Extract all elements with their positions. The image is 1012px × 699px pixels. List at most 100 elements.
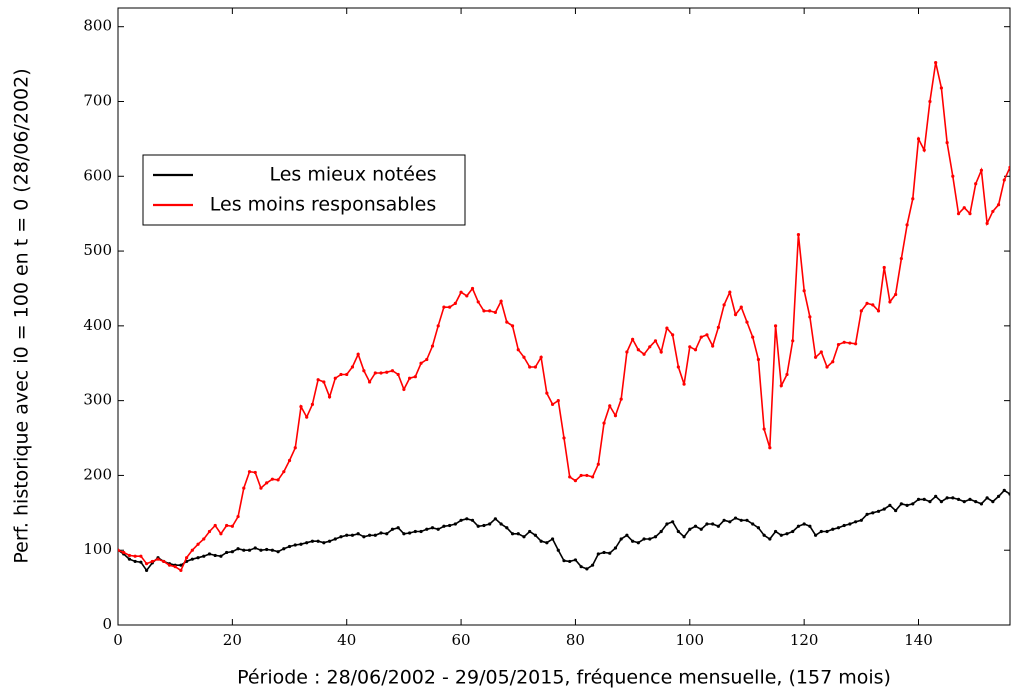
point-marker	[270, 477, 274, 481]
point-marker	[356, 532, 360, 536]
point-marker	[402, 387, 406, 392]
x-tick-label: 100	[675, 631, 704, 649]
legend-label: Les mieux notées	[269, 164, 436, 186]
point-marker	[118, 548, 120, 552]
y-tick-label: 200	[83, 465, 112, 483]
point-marker	[367, 380, 372, 384]
x-tick-label: 60	[452, 631, 471, 649]
point-marker	[836, 342, 841, 347]
point-marker	[922, 148, 926, 152]
point-marker	[287, 458, 292, 463]
point-marker	[979, 502, 984, 506]
point-marker	[528, 365, 532, 369]
point-marker	[905, 223, 909, 227]
point-marker	[928, 99, 932, 104]
point-marker	[974, 500, 978, 504]
point-marker	[613, 413, 618, 418]
point-marker	[596, 462, 600, 466]
point-marker	[448, 523, 452, 528]
point-marker	[305, 541, 309, 545]
point-marker	[156, 557, 160, 561]
point-marker	[665, 522, 669, 526]
point-marker	[144, 568, 149, 573]
point-marker	[716, 325, 720, 329]
point-marker	[150, 559, 154, 564]
point-marker	[608, 551, 612, 555]
y-tick-label: 700	[83, 91, 112, 109]
point-marker	[945, 496, 949, 500]
point-marker	[225, 550, 229, 555]
point-marker	[791, 529, 795, 534]
point-marker	[207, 529, 212, 534]
point-marker	[470, 518, 475, 522]
point-marker	[144, 562, 149, 566]
point-marker	[631, 539, 635, 543]
point-marker	[705, 333, 709, 337]
point-marker	[631, 337, 635, 341]
point-marker	[888, 300, 892, 304]
point-marker	[133, 554, 137, 558]
point-marker	[562, 559, 566, 563]
point-marker	[808, 524, 812, 528]
point-marker	[745, 518, 749, 522]
point-marker	[768, 446, 772, 450]
point-marker	[751, 522, 755, 526]
point-marker	[373, 371, 377, 375]
point-marker	[625, 533, 629, 537]
point-marker	[299, 405, 303, 409]
point-marker	[894, 292, 898, 297]
point-marker	[448, 305, 452, 309]
point-marker	[819, 350, 823, 354]
point-marker	[956, 497, 961, 501]
point-marker	[836, 526, 841, 530]
point-marker	[305, 415, 309, 419]
point-marker	[413, 375, 417, 379]
point-marker	[550, 402, 555, 406]
point-marker	[522, 535, 526, 539]
point-marker	[276, 550, 280, 554]
point-marker	[722, 518, 726, 522]
point-marker	[865, 301, 869, 306]
point-marker	[402, 532, 406, 536]
series-line	[118, 62, 1010, 572]
point-marker	[545, 541, 549, 545]
point-marker	[453, 301, 457, 306]
point-marker	[882, 507, 886, 511]
x-tick-label: 20	[223, 631, 242, 649]
point-marker	[322, 380, 326, 384]
point-marker	[242, 486, 246, 490]
point-marker	[871, 303, 875, 307]
point-marker	[236, 514, 240, 519]
point-marker	[699, 527, 703, 531]
point-marker	[711, 522, 715, 526]
point-marker	[876, 309, 881, 313]
point-marker	[459, 518, 463, 522]
point-marker	[362, 369, 366, 373]
y-tick-label: 100	[83, 540, 112, 558]
point-marker	[636, 541, 640, 545]
point-marker	[236, 547, 240, 551]
point-marker	[888, 503, 892, 507]
point-marker	[842, 523, 846, 528]
point-marker	[408, 376, 412, 380]
point-marker	[385, 532, 389, 536]
point-marker	[785, 532, 789, 536]
point-marker	[196, 542, 200, 546]
point-marker	[911, 502, 915, 506]
point-marker	[510, 532, 515, 536]
point-marker	[327, 539, 332, 543]
point-marker	[265, 481, 269, 485]
x-tick-label: 0	[113, 631, 123, 649]
point-marker	[247, 548, 252, 552]
point-marker	[602, 550, 606, 555]
legend-box	[142, 154, 466, 226]
point-marker	[768, 537, 772, 541]
point-marker	[728, 520, 732, 524]
point-marker	[653, 339, 658, 343]
point-marker	[676, 529, 680, 534]
point-marker	[716, 524, 720, 528]
point-marker	[590, 563, 595, 567]
point-marker	[350, 533, 355, 537]
point-marker	[545, 391, 549, 395]
point-marker	[688, 527, 692, 531]
